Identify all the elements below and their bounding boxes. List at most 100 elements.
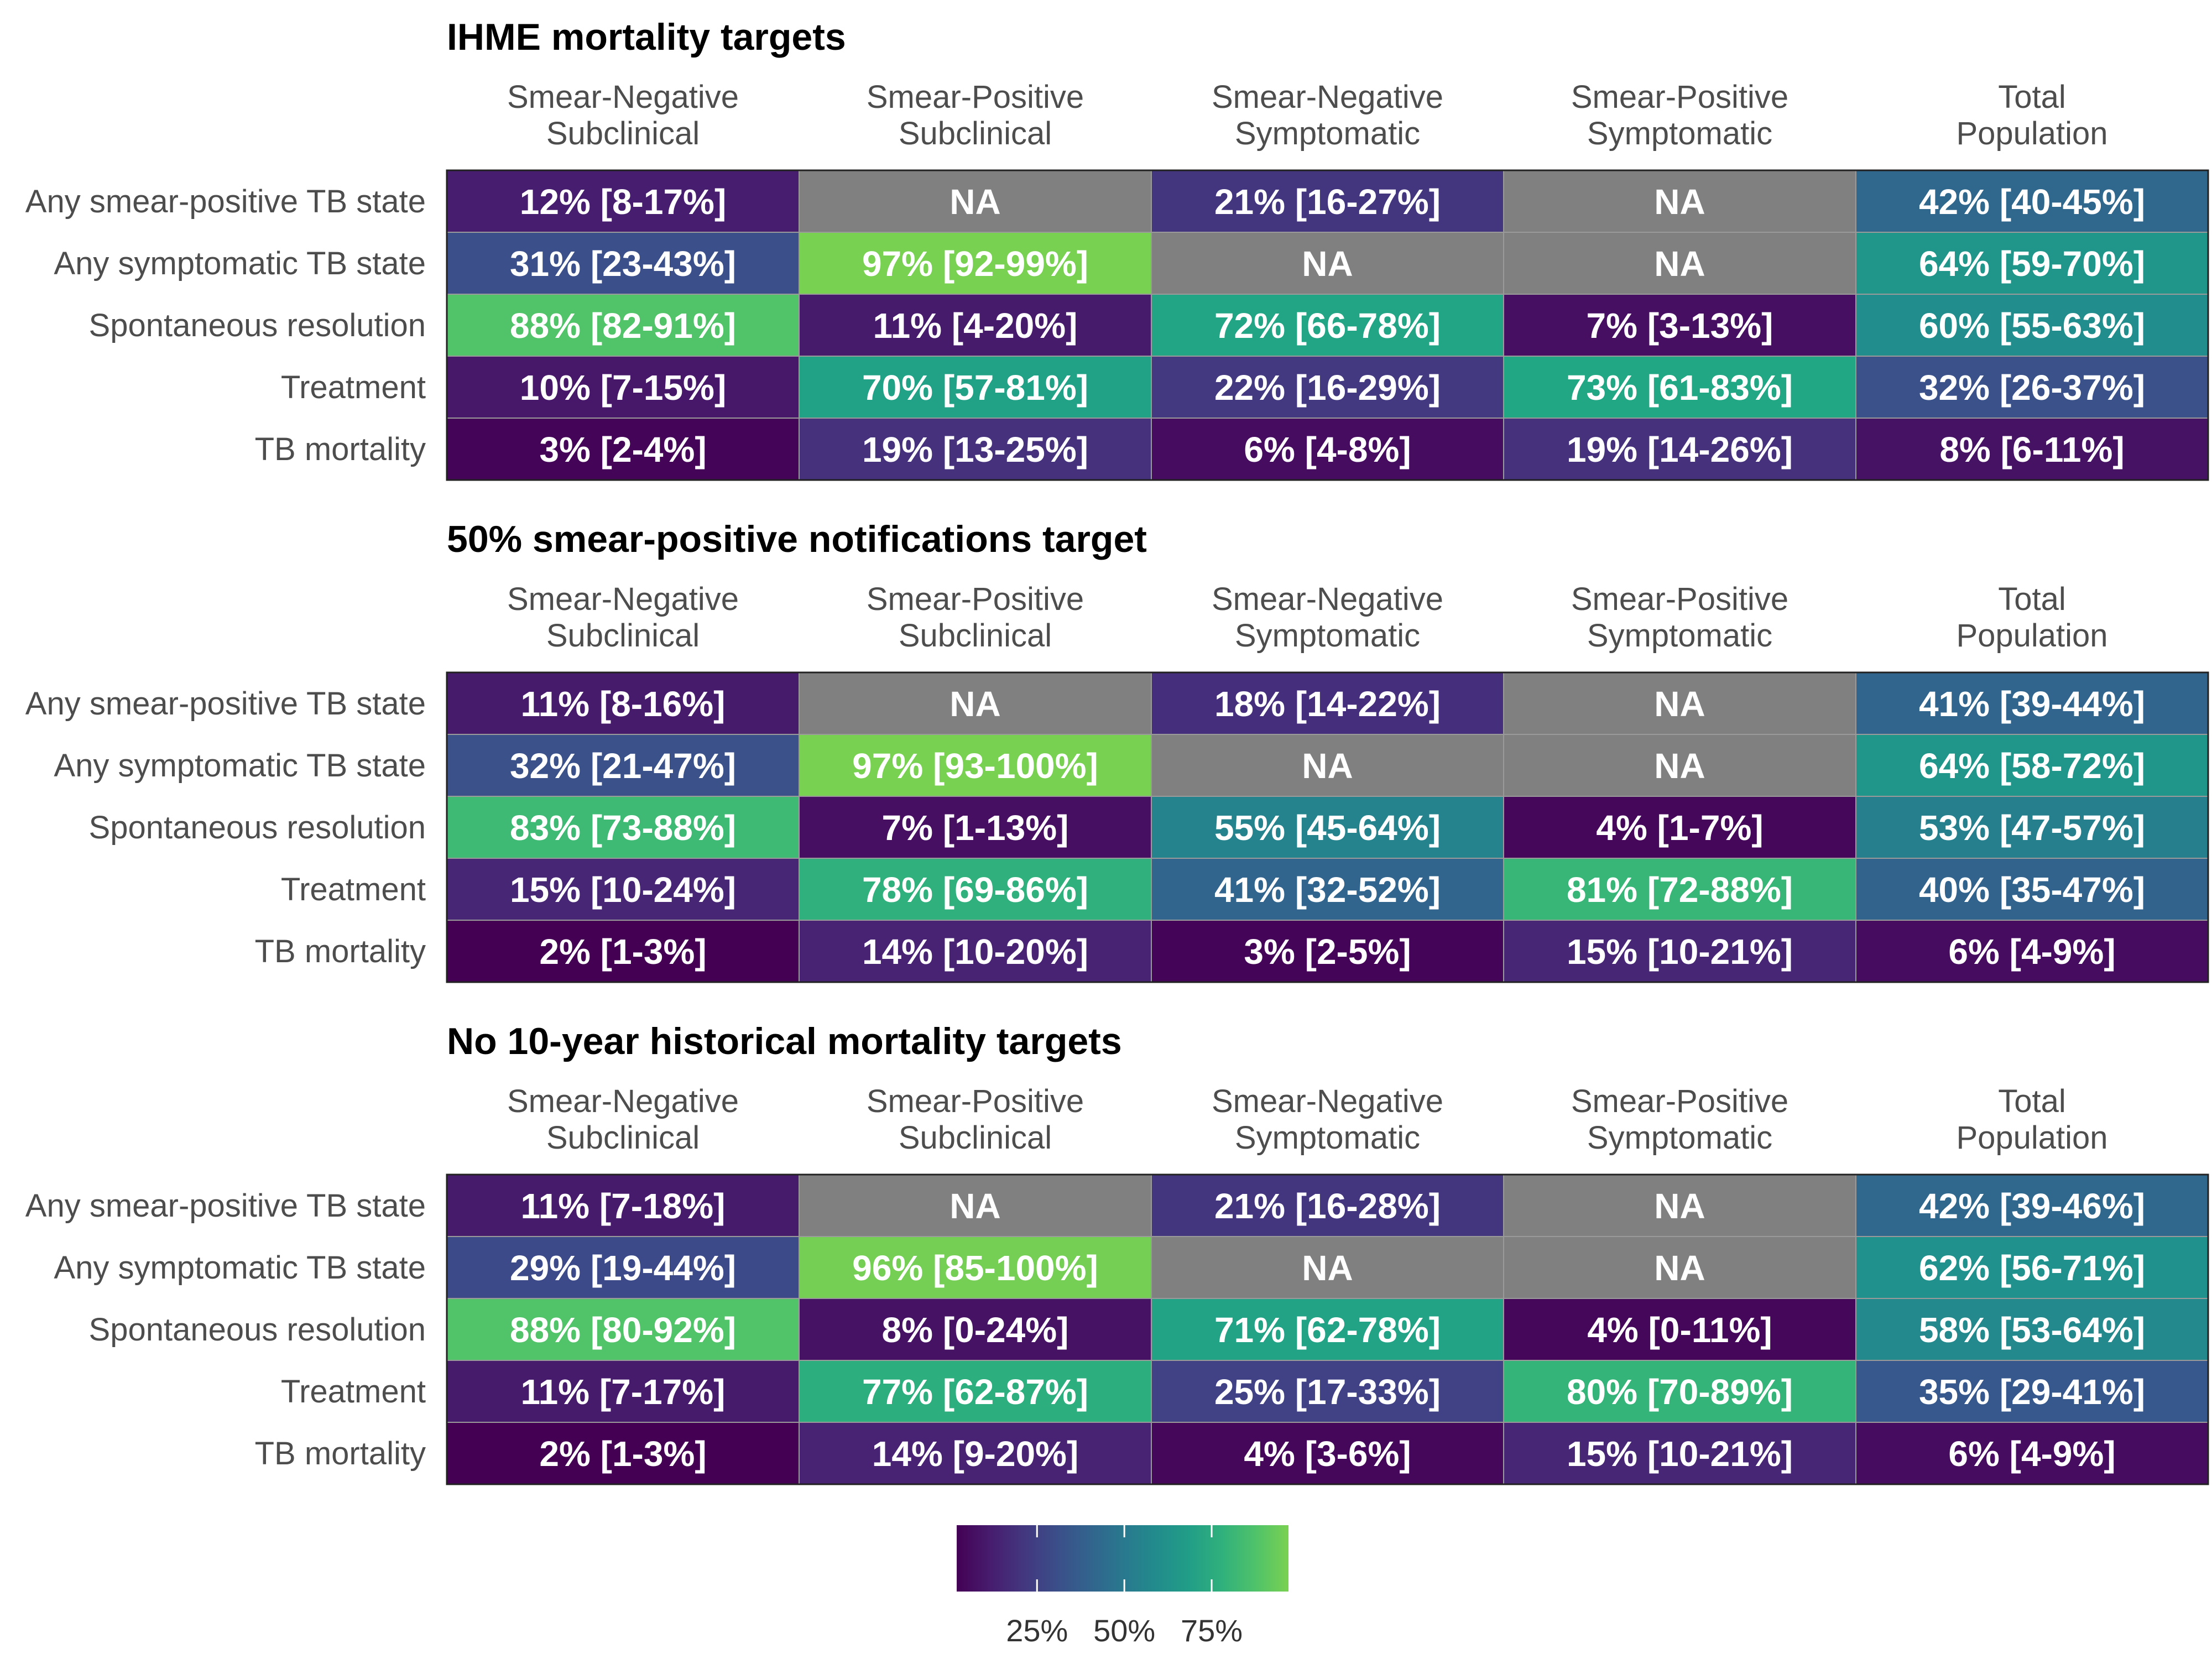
column-label: Total Population — [1956, 79, 2107, 152]
row-label: Spontaneous resolution — [89, 810, 426, 846]
cell-label: 97% [93-100%] — [852, 746, 1098, 786]
column-label: Smear-Negative Symptomatic — [1212, 79, 1443, 152]
legend-colorbar — [957, 1525, 1288, 1592]
cell-label: 8% [0-24%] — [882, 1310, 1069, 1350]
cell-label: 96% [85-100%] — [852, 1248, 1098, 1288]
heatmap-cell — [1855, 858, 2209, 921]
cell-label: 11% [7-17%] — [521, 1372, 726, 1412]
cell-label: NA — [1654, 1186, 1705, 1226]
row-label: Any symptomatic TB state — [54, 748, 426, 784]
heatmap-cell — [1855, 1422, 2209, 1485]
heatmap-cell — [1503, 356, 1856, 419]
heatmap-cell-na — [1503, 1236, 1856, 1299]
row-label: Treatment — [281, 872, 426, 907]
heatmap-cell — [446, 734, 800, 797]
cell-label: 71% [62-78%] — [1214, 1310, 1441, 1350]
heatmap-cell — [1151, 1360, 1504, 1423]
cell-label: 32% [21-47%] — [510, 746, 736, 786]
cell-label: 29% [19-44%] — [510, 1248, 736, 1288]
column-label: Smear-Negative Subclinical — [507, 581, 739, 654]
row-label: Any symptomatic TB state — [54, 246, 426, 281]
cell-label: 15% [10-21%] — [1567, 1434, 1793, 1474]
cell-label: 3% [2-4%] — [539, 430, 706, 469]
cell-label: 97% [92-99%] — [862, 244, 1088, 284]
heatmap-cell — [1151, 672, 1504, 735]
cell-label: 35% [29-41%] — [1919, 1372, 2145, 1412]
cell-label: 8% [6-11%] — [1939, 430, 2124, 469]
cell-label: 83% [73-88%] — [510, 808, 736, 848]
cell-label: 64% [58-72%] — [1919, 746, 2145, 786]
row-label: Any smear-positive TB state — [25, 1188, 426, 1224]
cell-label: 41% [39-44%] — [1919, 684, 2145, 724]
heatmap-cell — [799, 294, 1152, 357]
cell-label: 7% [1-13%] — [882, 808, 1069, 848]
column-label: Smear-Positive Symptomatic — [1571, 79, 1788, 152]
cell-label: 81% [72-88%] — [1567, 870, 1793, 910]
heatmap-cell — [1151, 920, 1504, 983]
heatmap-cell — [446, 170, 800, 233]
heatmap-cell — [1151, 796, 1504, 859]
cell-label: 11% [4-20%] — [873, 306, 1078, 346]
cell-label: 19% [14-26%] — [1567, 430, 1793, 469]
column-label: Total Population — [1956, 1083, 2107, 1156]
row-label: Any symptomatic TB state — [54, 1250, 426, 1286]
cell-label: 64% [59-70%] — [1919, 244, 2145, 284]
cell-label: 42% [39-46%] — [1919, 1186, 2145, 1226]
heatmap-cell — [1855, 418, 2209, 481]
heatmap-cell-na — [1503, 1174, 1856, 1237]
heatmap-cell — [1503, 858, 1856, 921]
heatmap-cell — [799, 1360, 1152, 1423]
cell-label: NA — [950, 684, 1000, 724]
heatmap-cell — [1855, 672, 2209, 735]
cell-label: 10% [7-15%] — [520, 368, 727, 408]
cell-label: 4% [3-6%] — [1244, 1434, 1411, 1474]
heatmap-cell — [1855, 1174, 2209, 1237]
heatmap-cell — [1855, 920, 2209, 983]
row-label: TB mortality — [255, 1436, 426, 1472]
row-label: Treatment — [281, 1374, 426, 1410]
heatmap-cell — [1855, 1360, 2209, 1423]
legend-tick-label: 25% — [1006, 1613, 1068, 1648]
heatmap-cell — [799, 418, 1152, 481]
heatmap-cell — [446, 1422, 800, 1485]
heatmap-cell — [1151, 1298, 1504, 1361]
heatmap-cell — [799, 1422, 1152, 1485]
panel-title: 50% smear-positive notifications target — [447, 518, 1147, 560]
cell-label: NA — [1654, 684, 1705, 724]
cell-label: NA — [1654, 1248, 1705, 1288]
cell-label: 4% [1-7%] — [1596, 808, 1763, 848]
heatmap-cell-na — [1503, 672, 1856, 735]
column-label: Smear-Negative Subclinical — [507, 1083, 739, 1156]
row-label: Spontaneous resolution — [89, 307, 426, 343]
heatmap-cell — [1855, 796, 2209, 859]
heatmap-cell — [1151, 356, 1504, 419]
cell-label: 55% [45-64%] — [1214, 808, 1441, 848]
heatmap-cell — [799, 858, 1152, 921]
cell-label: NA — [1654, 244, 1705, 284]
cell-label: 19% [13-25%] — [862, 430, 1088, 469]
cell-label: 41% [32-52%] — [1214, 870, 1441, 910]
heatmap-cell-na — [1151, 232, 1504, 295]
cell-label: 6% [4-9%] — [1948, 932, 2115, 972]
cell-label: 72% [66-78%] — [1214, 306, 1441, 346]
heatmap-cell — [1151, 418, 1504, 481]
cell-label: 42% [40-45%] — [1919, 182, 2145, 222]
cell-label: 31% [23-43%] — [510, 244, 736, 284]
heatmap-cell — [446, 418, 800, 481]
cell-label: 80% [70-89%] — [1567, 1372, 1793, 1412]
legend-tick-label: 50% — [1093, 1613, 1155, 1648]
heatmap-cell — [799, 1236, 1152, 1299]
heatmap-cell — [446, 1298, 800, 1361]
heatmap-cell — [1503, 1360, 1856, 1423]
column-label: Smear-Positive Symptomatic — [1571, 1083, 1788, 1156]
heatmap-cell — [446, 1174, 800, 1237]
cell-label: 2% [1-3%] — [539, 932, 706, 972]
legend-tick-label: 75% — [1181, 1613, 1243, 1648]
heatmap-cell — [446, 232, 800, 295]
cell-label: 6% [4-8%] — [1244, 430, 1411, 469]
cell-label: 12% [8-17%] — [520, 182, 727, 222]
heatmap-cell — [1855, 294, 2209, 357]
cell-label: NA — [1654, 182, 1705, 222]
column-label: Total Population — [1956, 581, 2107, 654]
